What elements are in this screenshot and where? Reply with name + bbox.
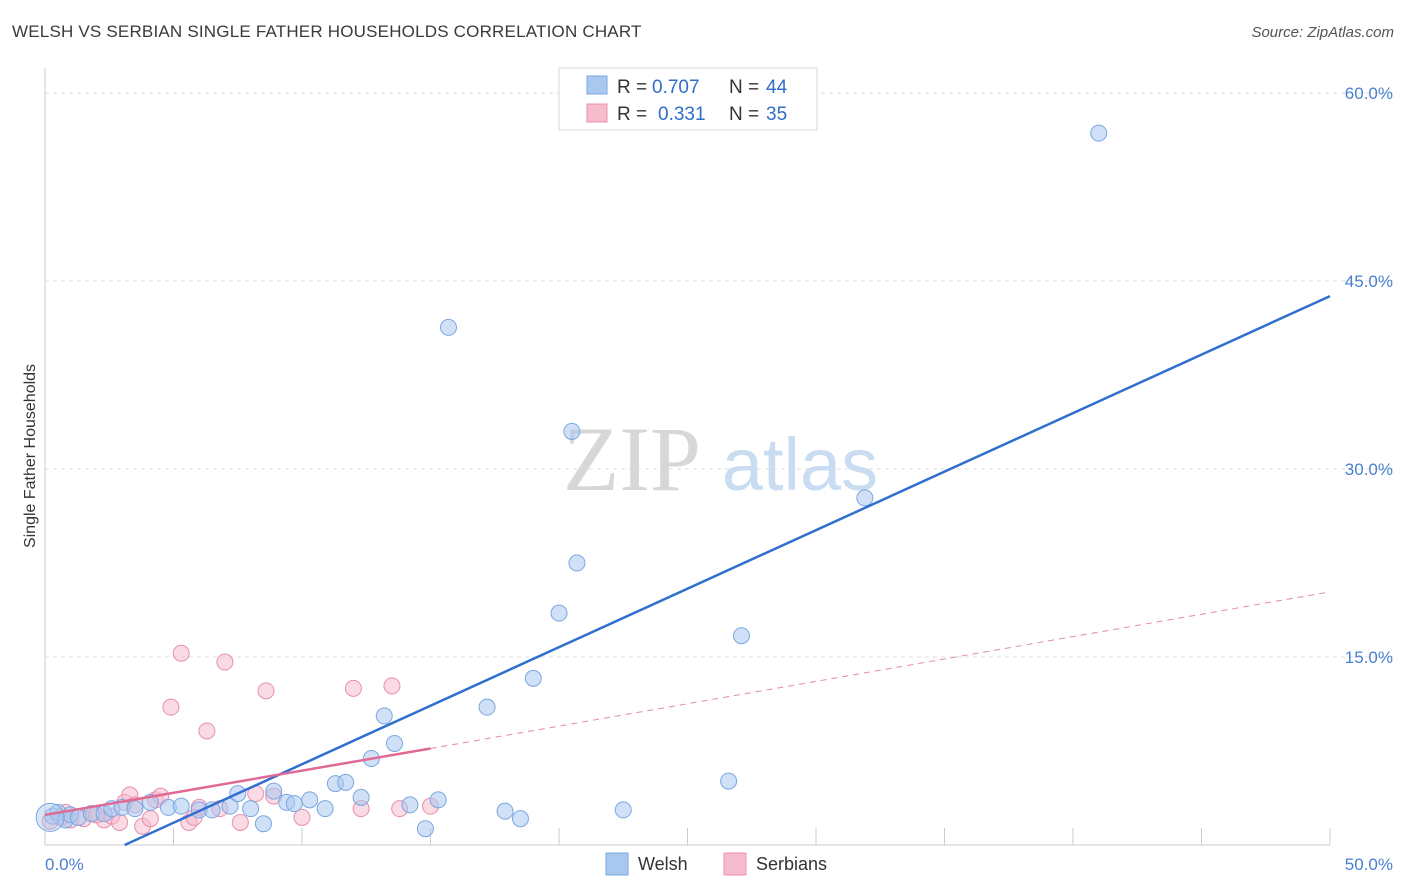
welsh-point — [568, 554, 586, 572]
chart-title: WELSH VS SERBIAN SINGLE FATHER HOUSEHOLD… — [12, 22, 642, 41]
welsh-trend-line — [124, 294, 1331, 847]
chart-source: Source: ZipAtlas.com — [1251, 24, 1394, 41]
y-tick-label: 60.0% — [1345, 84, 1393, 103]
welsh-point — [301, 791, 319, 809]
bottom-legend-serbians-swatch — [723, 852, 747, 876]
legend-serbians-swatch — [586, 103, 608, 123]
serbians-point — [198, 722, 216, 740]
welsh-point — [401, 796, 419, 814]
serbians-trend-extension — [430, 591, 1331, 749]
grid-lines — [45, 92, 1395, 845]
serbians-point — [162, 698, 180, 716]
legend-serbians-n-label: N = — [729, 104, 759, 125]
serbians-point — [141, 810, 159, 828]
welsh-point — [720, 772, 738, 790]
serbians-point — [293, 808, 311, 826]
legend-welsh-n-label: N = — [729, 77, 759, 98]
x-tick-label: 50.0% — [1345, 855, 1393, 874]
welsh-point — [1090, 124, 1108, 142]
welsh-point — [316, 800, 334, 818]
legend-welsh-swatch — [586, 75, 608, 95]
y-axis-label: Single Father Households — [22, 364, 39, 548]
axes — [44, 68, 1330, 846]
y-tick-label: 45.0% — [1345, 272, 1393, 291]
legend-welsh-r-label: R = — [617, 77, 647, 98]
welsh-point — [285, 795, 303, 813]
legend-welsh-r-value: 0.707 — [652, 77, 700, 98]
welsh-point — [35, 802, 65, 832]
welsh-point — [375, 707, 393, 725]
welsh-point — [563, 422, 581, 440]
welsh-point — [439, 318, 457, 336]
welsh-point — [172, 797, 190, 815]
x-tick-labels: 0.0% 50.0% — [45, 855, 1393, 874]
bottom-legend-welsh-label: Welsh — [638, 854, 688, 874]
welsh-point — [429, 791, 447, 809]
welsh-point — [254, 815, 272, 833]
serbians-point — [257, 682, 275, 700]
serbians-trend-line — [44, 747, 431, 817]
bottom-legend-welsh-swatch — [605, 852, 629, 876]
bottom-legend-serbians-label: Serbians — [756, 854, 827, 874]
welsh-point — [524, 669, 542, 687]
welsh-point — [550, 604, 568, 622]
welsh-point — [732, 627, 750, 645]
serbians-point — [383, 677, 401, 695]
serbians-point — [172, 644, 190, 662]
welsh-point — [496, 802, 514, 820]
watermark-zip: ZIP — [563, 408, 701, 510]
serbians-point — [231, 813, 249, 831]
legend-welsh-n-value: 44 — [766, 77, 788, 98]
welsh-point — [614, 801, 632, 819]
watermark: ZIP atlas — [563, 408, 878, 510]
legend-serbians-n-value: 35 — [766, 104, 787, 125]
welsh-point — [337, 773, 355, 791]
watermark-atlas: atlas — [722, 423, 878, 506]
y-tick-label: 15.0% — [1345, 648, 1393, 667]
legend-serbians-r-value: 0.331 — [658, 104, 706, 125]
welsh-point — [386, 734, 404, 752]
y-tick-labels: 15.0% 30.0% 45.0% 60.0% — [1345, 84, 1393, 667]
correlation-legend: R = 0.707 N = 44 R = 0.331 N = 35 — [558, 67, 818, 131]
serbians-point — [216, 653, 234, 671]
welsh-point — [856, 489, 874, 507]
legend-serbians-r-label: R = — [617, 104, 647, 125]
welsh-point — [416, 820, 434, 838]
welsh-point — [511, 810, 529, 828]
welsh-point — [242, 800, 260, 818]
welsh-point — [265, 782, 283, 800]
serbians-point — [344, 679, 362, 697]
y-tick-label: 30.0% — [1345, 460, 1393, 479]
welsh-point — [478, 698, 496, 716]
series-legend: Welsh Serbians — [605, 852, 827, 876]
welsh-point — [352, 788, 370, 806]
welsh-points — [35, 124, 1108, 838]
welsh-point — [126, 800, 144, 818]
x-tick-label: 0.0% — [45, 855, 84, 874]
trend-lines — [44, 294, 1331, 847]
